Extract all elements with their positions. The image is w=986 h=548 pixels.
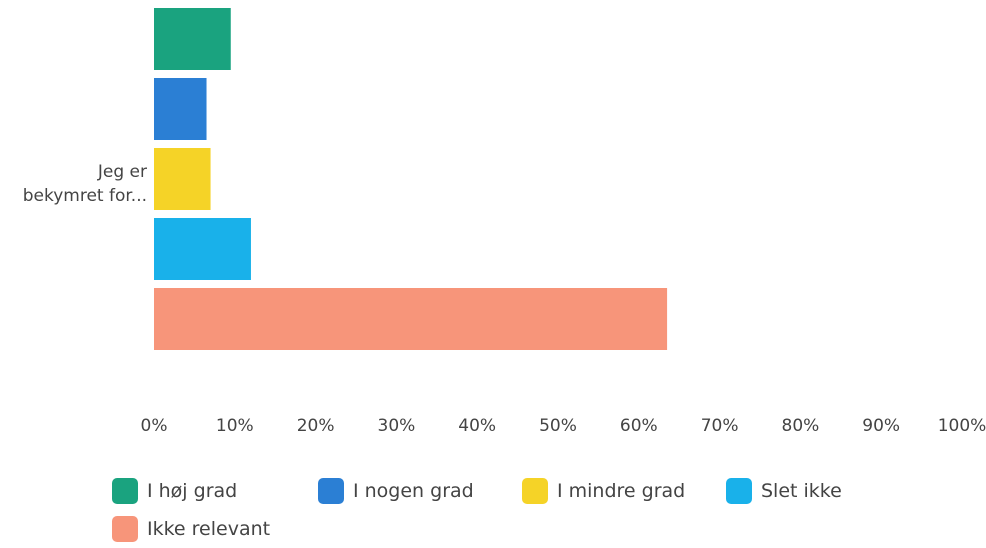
bar-ikke-relevant bbox=[154, 288, 668, 350]
x-tick-label: 0% bbox=[141, 416, 168, 436]
x-tick-label: 100% bbox=[938, 416, 986, 436]
bar-i-h-j-grad bbox=[154, 8, 231, 70]
legend-item-i-nogen-grad[interactable]: I nogen grad bbox=[318, 478, 522, 504]
x-tick-label: 40% bbox=[458, 416, 496, 436]
legend-label: Slet ikke bbox=[761, 480, 842, 502]
category-label-line-1: Jeg er bbox=[97, 162, 147, 182]
x-tick-label: 70% bbox=[701, 416, 739, 436]
legend-swatch bbox=[318, 478, 344, 504]
legend-label: I nogen grad bbox=[353, 480, 474, 502]
x-tick-label: 90% bbox=[862, 416, 900, 436]
legend-item-i-hoj-grad[interactable]: I høj grad bbox=[112, 478, 318, 504]
x-tick-label: 30% bbox=[378, 416, 416, 436]
x-axis-ticks: 0% 10% 20% 30% 40% 50% 60% 70% 80% 90% 100% bbox=[141, 416, 986, 436]
x-tick-label: 20% bbox=[297, 416, 335, 436]
legend: I høj grad I nogen grad I mindre grad Sl… bbox=[112, 478, 972, 542]
bar-i-mindre-grad bbox=[154, 148, 211, 210]
legend-label: Ikke relevant bbox=[147, 518, 271, 540]
legend-swatch bbox=[112, 516, 138, 542]
bar-i-nogen-grad bbox=[154, 78, 207, 140]
legend-label: I høj grad bbox=[147, 480, 238, 502]
bar-slet-ikke bbox=[154, 218, 251, 280]
legend-item-slet-ikke[interactable]: Slet ikke bbox=[726, 478, 926, 504]
legend-swatch bbox=[726, 478, 752, 504]
legend-swatch bbox=[522, 478, 548, 504]
x-tick-label: 10% bbox=[216, 416, 254, 436]
x-tick-label: 80% bbox=[782, 416, 820, 436]
x-tick-label: 60% bbox=[620, 416, 658, 436]
legend-label: I mindre grad bbox=[557, 480, 686, 502]
bars-group bbox=[154, 8, 668, 350]
category-label-line-2: bekymret for... bbox=[23, 186, 147, 206]
legend-item-i-mindre-grad[interactable]: I mindre grad bbox=[522, 478, 726, 504]
legend-swatch bbox=[112, 478, 138, 504]
x-tick-label: 50% bbox=[539, 416, 577, 436]
legend-item-ikke-relevant[interactable]: Ikke relevant bbox=[112, 516, 270, 542]
